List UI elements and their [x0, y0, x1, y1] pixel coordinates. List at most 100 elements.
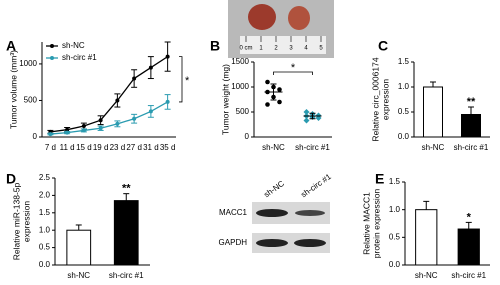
blot-band — [256, 239, 288, 247]
y-axis-label: expression — [380, 79, 390, 120]
y-tick-label: 0.5 — [39, 243, 51, 252]
x-tick-label: sh-NC — [67, 271, 90, 280]
y-tick-label: 1000 — [231, 82, 249, 91]
point — [265, 79, 270, 85]
x-tick-label: 31 d — [143, 143, 159, 152]
y-tick-label: 2.5 — [39, 173, 51, 182]
ruler-label: 0 cm — [239, 46, 252, 52]
y-tick-label: 0.0 — [389, 260, 401, 269]
point — [277, 99, 282, 105]
legend-marker — [50, 44, 54, 48]
x-tick-label: 15 d — [76, 143, 92, 152]
y-axis-label: Relative miR-138-5p — [11, 182, 21, 260]
x-tick-label: 35 d — [160, 143, 176, 152]
x-tick-label: sh-circ #1 — [295, 143, 330, 152]
point — [115, 121, 120, 126]
point — [65, 127, 70, 132]
blot-band — [294, 239, 326, 247]
x-tick-label: sh-NC — [415, 271, 438, 280]
panel-letter: C — [378, 38, 388, 54]
significance-bracket — [179, 56, 183, 103]
bar — [423, 86, 443, 138]
significance-bracket — [273, 71, 313, 75]
y-tick-label: 500 — [24, 96, 38, 105]
blot-strip — [252, 202, 330, 224]
panel-letter: D — [6, 171, 16, 187]
point — [81, 124, 86, 129]
legend-label: sh-circ #1 — [62, 53, 97, 62]
y-tick-label: 1500 — [231, 57, 249, 66]
x-tick-label: sh-NC — [422, 143, 445, 152]
y-tick-label: 0 — [245, 132, 250, 141]
line — [50, 101, 168, 135]
tumor — [248, 4, 276, 30]
y-axis-label: protein expression — [371, 189, 381, 259]
y-tick-label: 1000 — [19, 59, 37, 68]
point — [115, 98, 120, 103]
line — [50, 56, 168, 133]
point — [165, 99, 170, 104]
blot-band — [295, 210, 325, 216]
bar — [461, 114, 481, 138]
y-axis-label: expression — [21, 201, 31, 242]
point — [48, 132, 53, 137]
significance: ** — [122, 183, 131, 195]
point — [148, 109, 153, 114]
x-tick-label: sh-circ #1 — [109, 271, 144, 280]
y-tick-label: 2.0 — [39, 191, 51, 200]
ruler-label: 2 — [274, 46, 278, 52]
legend-marker — [50, 56, 54, 60]
ruler — [240, 36, 326, 54]
y-axis-label: Relative MACC1 — [361, 192, 371, 255]
y-axis-label: Tumor weight (mg) — [220, 64, 230, 135]
tumor — [288, 6, 310, 30]
point — [303, 117, 310, 124]
point — [98, 118, 103, 123]
y-tick-label: 0.5 — [398, 107, 410, 116]
y-tick-label: 0 — [33, 132, 38, 141]
point — [277, 87, 282, 92]
point — [165, 54, 170, 59]
blot-band — [256, 209, 288, 217]
point — [132, 76, 137, 81]
tumor-photo — [228, 0, 334, 58]
y-tick-label: 1.5 — [398, 57, 410, 66]
ruler-label: 1 — [259, 46, 263, 52]
blot-strip — [252, 233, 330, 253]
band-label: MACC1 — [219, 208, 248, 217]
band-label: GAPDH — [219, 238, 248, 247]
bar — [415, 209, 438, 266]
bar — [457, 228, 480, 266]
point — [132, 116, 137, 121]
panel-letter: E — [375, 171, 384, 187]
x-tick-label: 11 d — [60, 143, 75, 152]
bar — [66, 229, 92, 266]
y-tick-label: 0.0 — [39, 260, 51, 269]
significance: * — [185, 75, 190, 87]
y-tick-label: 1.0 — [389, 205, 401, 214]
significance: ** — [467, 96, 476, 108]
ruler-label: 4 — [304, 46, 308, 52]
point — [148, 65, 153, 70]
y-tick-label: 1.0 — [398, 82, 410, 91]
point — [65, 130, 70, 135]
panel-letter: B — [210, 38, 220, 54]
y-tick-label: 0.0 — [398, 132, 410, 141]
point — [265, 102, 270, 107]
x-tick-label: 23 d — [110, 143, 126, 152]
point — [81, 128, 86, 133]
western-blot: MACC1 GAPDH sh-NC sh-circ #1 — [219, 172, 333, 253]
point — [303, 109, 310, 115]
significance: * — [291, 62, 296, 74]
x-tick-label: 27 d — [126, 143, 142, 152]
y-tick-label: 1.5 — [39, 208, 51, 217]
y-tick-label: 1.5 — [389, 177, 401, 186]
panel-letter: A — [6, 38, 16, 54]
x-tick-label: 7 d — [45, 143, 56, 152]
x-tick-label: sh-NC — [262, 143, 285, 152]
y-axis-label: Tumor volume (mm³) — [8, 50, 18, 129]
point — [98, 126, 103, 131]
y-tick-label: 0.5 — [389, 232, 401, 241]
bar — [113, 200, 139, 266]
